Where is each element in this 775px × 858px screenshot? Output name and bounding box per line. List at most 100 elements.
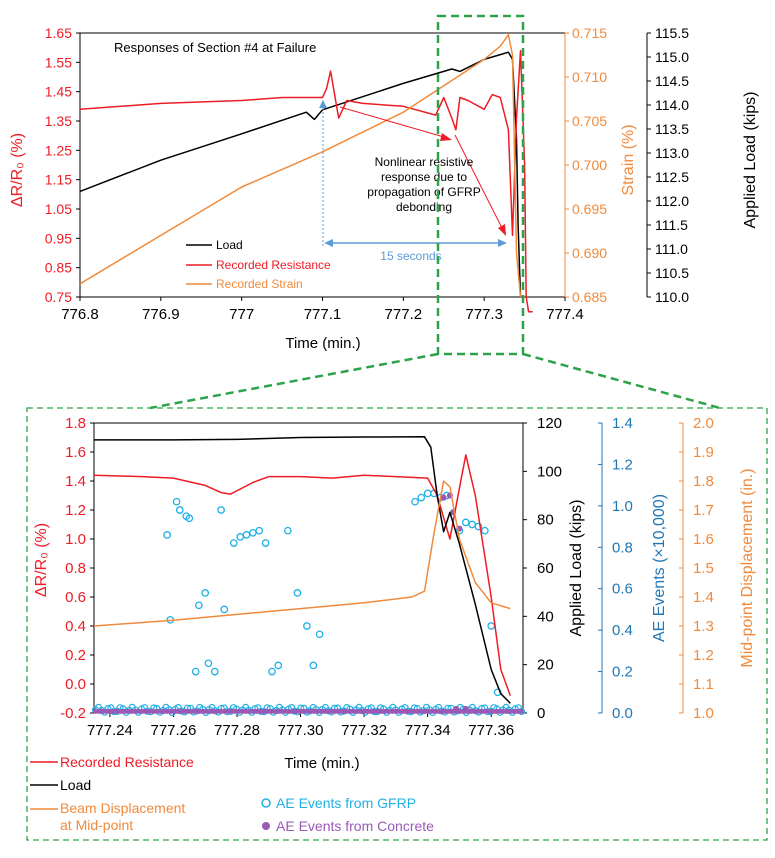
ae-concrete-baseline-point	[490, 708, 496, 714]
top-load-tick-label: 113.5	[655, 121, 689, 137]
ae-concrete-baseline-point	[107, 708, 113, 714]
bottom-ae-tick-labels: 0.0 0.2 0.4 0.6 0.8 1.0 1.2 1.4	[598, 415, 633, 722]
ae-concrete-baseline-point	[389, 708, 396, 714]
top-x-tick-label: 777.3	[465, 306, 503, 323]
ae-concrete-baseline-point	[379, 708, 385, 714]
bottom-chart: -0.2 0.0 0.2 0.4 0.6 0.8 1.0 1.2 1.4 1.6 1.8 0 20 40…	[30, 415, 756, 834]
top-x-tick-label: 777.4	[546, 306, 584, 323]
ae-concrete-baseline-point	[246, 708, 253, 714]
top-load-tick-label: 114.5	[655, 73, 689, 89]
top-x-axis-label: Time (min.)	[285, 335, 360, 352]
legend-b-disp-line-2: at Mid-point	[60, 817, 133, 833]
top-x-tick-label: 777.1	[304, 306, 342, 323]
top-legend: Load Recorded Resistance Recorded Strain	[186, 238, 331, 291]
ae-concrete-baseline-point	[418, 708, 424, 714]
ae-gfrp-point	[293, 589, 302, 597]
ae-concrete-baseline-point	[146, 708, 152, 714]
bottom-left-tick-label: 0.4	[65, 618, 86, 635]
bottom-ae-tick-label: 1.4	[612, 415, 633, 432]
ae-gfrp-point	[411, 497, 419, 506]
bottom-ae-tick-label: 0.2	[612, 664, 633, 681]
bottom-left-tick-label: 1.0	[65, 531, 86, 548]
bottom-disp-tick-label: 2.0	[693, 415, 714, 432]
bottom-disp-tick-label: 1.4	[693, 589, 714, 606]
annotation-line-4: debonding	[396, 200, 452, 214]
ae-concrete-baseline-point	[329, 708, 335, 714]
ae-concrete-baseline-point	[186, 708, 192, 714]
ae-concrete-baseline-point	[250, 708, 256, 714]
bottom-load-tick-label: 60	[537, 560, 554, 577]
ae-concrete-baseline-point	[271, 708, 278, 714]
bottom-disp-axis-label: Mid-point Displacement (in.)	[739, 468, 756, 667]
ae-concrete-baseline-point	[229, 708, 235, 714]
ae-gfrp-point	[201, 589, 210, 597]
ae-concrete-baseline-point	[279, 708, 285, 714]
bottom-ae-tick-label: 1.2	[612, 456, 633, 473]
ae-concrete-baseline-point	[103, 708, 110, 714]
bottom-x-tick-label: 777.36	[468, 722, 514, 739]
ae-concrete-baseline-point	[193, 708, 199, 714]
top-load-line	[79, 51, 522, 298]
ae-concrete-baseline-point	[443, 708, 449, 714]
ae-concrete-baseline-point	[386, 708, 392, 714]
ae-concrete-baseline-point	[393, 708, 399, 714]
top-left-tick-labels: 0.75 0.85 0.95 1.05 1.15 1.25 1.35 1.45 1.55 1.65	[45, 25, 80, 305]
ae-concrete-baseline-point	[143, 708, 149, 714]
red-arrow-2	[454, 134, 503, 229]
zoom-box	[436, 14, 525, 356]
ae-concrete-baseline-point	[493, 708, 499, 714]
top-x-tick-label: 776.8	[61, 306, 99, 323]
ae-concrete-baseline-point	[314, 708, 320, 714]
ae-gfrp-point	[185, 514, 194, 523]
ae-gfrp-point	[423, 489, 432, 498]
bottom-load-tick-labels: 0 20 40 60 80 100 120	[523, 415, 562, 722]
legend-resistance-label: Recorded Resistance	[216, 258, 331, 272]
bottom-ae-axis-label: AE Events (×10,000)	[651, 494, 668, 642]
ae-concrete-baseline-point	[293, 708, 299, 714]
ae-concrete-baseline-point	[347, 708, 353, 714]
ae-gfrp-point	[481, 526, 489, 535]
ae-concrete-baseline-point	[364, 708, 371, 714]
top-series-group	[79, 34, 533, 313]
bottom-left-axis-label: ΔR/R₀ (%)	[33, 523, 50, 597]
ae-gfrp-point	[268, 667, 276, 676]
bottom-load-tick-label: 100	[537, 463, 562, 480]
nonlinear-annotation: Nonlinear resistive response due to prop…	[367, 155, 480, 214]
ae-concrete-baseline-point	[475, 708, 481, 714]
ae-concrete-baseline-point	[204, 708, 210, 714]
ae-concrete-baseline-point	[289, 708, 295, 714]
bottom-ae-tick-label: 0.4	[612, 622, 633, 639]
ae-gfrp-point	[229, 539, 238, 547]
bottom-disp-tick-label: 1.3	[693, 618, 714, 635]
ae-concrete-baseline-point	[171, 708, 177, 714]
bottom-x-tick-label: 777.32	[341, 722, 387, 739]
top-load-axis-label: Applied Load (kips)	[742, 92, 759, 229]
ae-concrete-baseline-point	[436, 708, 442, 714]
top-left-tick-label: 0.75	[45, 289, 72, 305]
ae-concrete-baseline-point	[322, 708, 328, 714]
bottom-left-tick-label: 1.8	[65, 415, 86, 432]
ae-concrete-baseline-point	[232, 708, 238, 714]
top-strain-tick-label: 0.690	[572, 245, 607, 261]
bottom-disp-tick-label: 1.0	[693, 705, 714, 722]
ae-gfrp-point	[191, 667, 200, 676]
ae-gfrp-point	[255, 526, 264, 535]
ae-concrete-baseline-point	[404, 708, 410, 714]
bottom-disp-tick-label: 1.8	[693, 473, 714, 490]
bottom-x-tick-label: 777.26	[150, 722, 196, 739]
ae-gfrp-point	[303, 622, 311, 630]
bottom-disp-tick-label: 1.1	[693, 676, 714, 693]
top-load-tick-label: 115.0	[655, 49, 689, 65]
ae-gfrp-point	[487, 622, 496, 630]
legend-b-disp-label: Beam Displacement at Mid-point	[60, 800, 189, 833]
ae-concrete-baseline-point	[400, 708, 406, 714]
ae-gfrp-point	[220, 605, 229, 614]
ae-concrete-point	[453, 705, 460, 712]
bottom-load-tick-label: 40	[537, 608, 554, 625]
ae-concrete-baseline-point	[500, 708, 506, 714]
ae-concrete-baseline-point	[121, 708, 127, 714]
top-load-tick-label: 113.0	[655, 145, 689, 161]
bottom-resistance-line	[93, 454, 512, 696]
legend-b-ae-gfrp-label: AE Events from GFRP	[276, 795, 416, 811]
